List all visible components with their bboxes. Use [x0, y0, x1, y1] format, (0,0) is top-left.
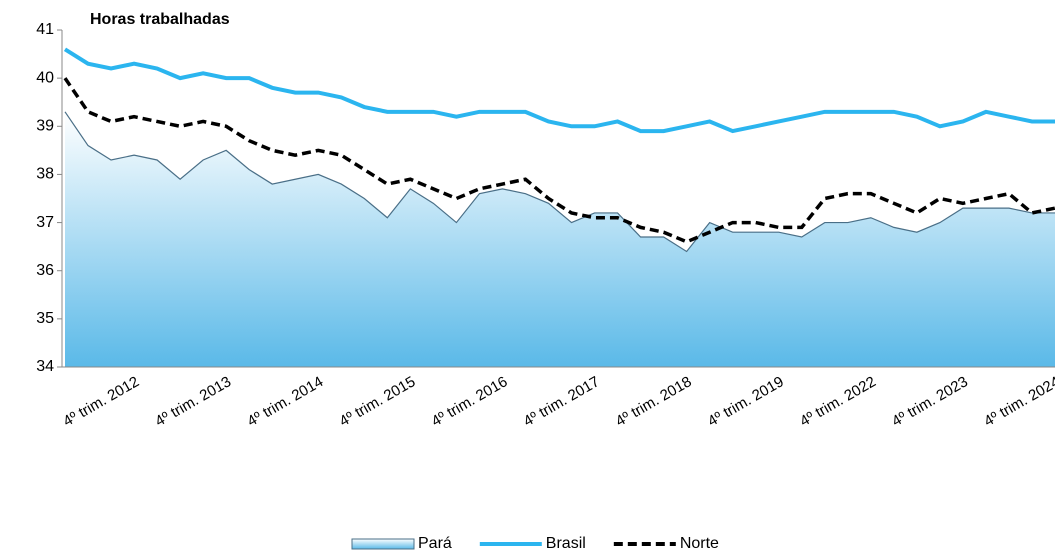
legend-swatch [351, 538, 415, 550]
y-tick-label: 37 [36, 214, 54, 231]
series-line [63, 77, 1055, 244]
x-tick-label: 4º trim. 2017 [521, 373, 603, 430]
y-tick-label: 41 [36, 21, 54, 38]
legend-label: Pará [418, 535, 452, 552]
y-tick-label: 36 [36, 262, 54, 279]
series-line [63, 47, 1055, 134]
y-tick-label: 34 [36, 358, 54, 375]
x-tick-label: 4º trim. 2016 [429, 373, 511, 430]
x-tick-label: 4º trim. 2023 [889, 373, 971, 430]
x-tick-label: 4º trim. 2012 [60, 373, 142, 430]
area-outline [64, 111, 1055, 253]
x-tick-label: 4º trim. 2018 [613, 373, 695, 430]
x-tick-label: 4º trim. 2022 [797, 373, 879, 430]
y-tick-label: 39 [36, 118, 54, 135]
y-tick-label: 40 [36, 69, 54, 86]
y-tick-label: 35 [36, 310, 54, 327]
x-tick-label: 4º trim. 2014 [244, 373, 326, 430]
y-tick-label: 38 [36, 166, 54, 183]
x-tick-label: 4º trim. 2015 [336, 373, 418, 430]
legend-label: Norte [680, 535, 719, 552]
x-tick-label: 4º trim. 2013 [152, 373, 234, 430]
area-fill [65, 111, 1055, 367]
x-tick-label: 4º trim. 2019 [705, 373, 787, 430]
x-tick-label: 4º trim. 2024 [981, 373, 1055, 430]
legend-label: Brasil [546, 535, 586, 552]
chart-title: Horas trabalhadas [90, 11, 230, 28]
